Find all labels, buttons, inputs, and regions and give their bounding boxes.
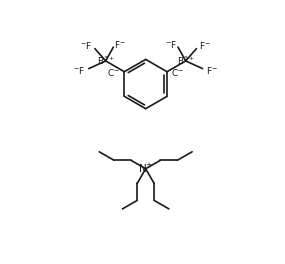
Text: C$^{-}$: C$^{-}$ (171, 67, 184, 78)
Text: C$^{-}$: C$^{-}$ (107, 67, 121, 78)
Text: $^{-}$F: $^{-}$F (80, 40, 93, 51)
Text: $^{-}$F: $^{-}$F (165, 39, 177, 50)
Text: B$^{3+}$: B$^{3+}$ (97, 55, 115, 67)
Text: F$^{-}$: F$^{-}$ (206, 65, 217, 76)
Text: B$^{3+}$: B$^{3+}$ (177, 55, 195, 67)
Text: $^{-}$F: $^{-}$F (74, 65, 86, 76)
Text: F$^{-}$: F$^{-}$ (199, 40, 211, 51)
Text: F$^{-}$: F$^{-}$ (114, 39, 126, 50)
Text: N$^{+}$: N$^{+}$ (138, 162, 153, 175)
